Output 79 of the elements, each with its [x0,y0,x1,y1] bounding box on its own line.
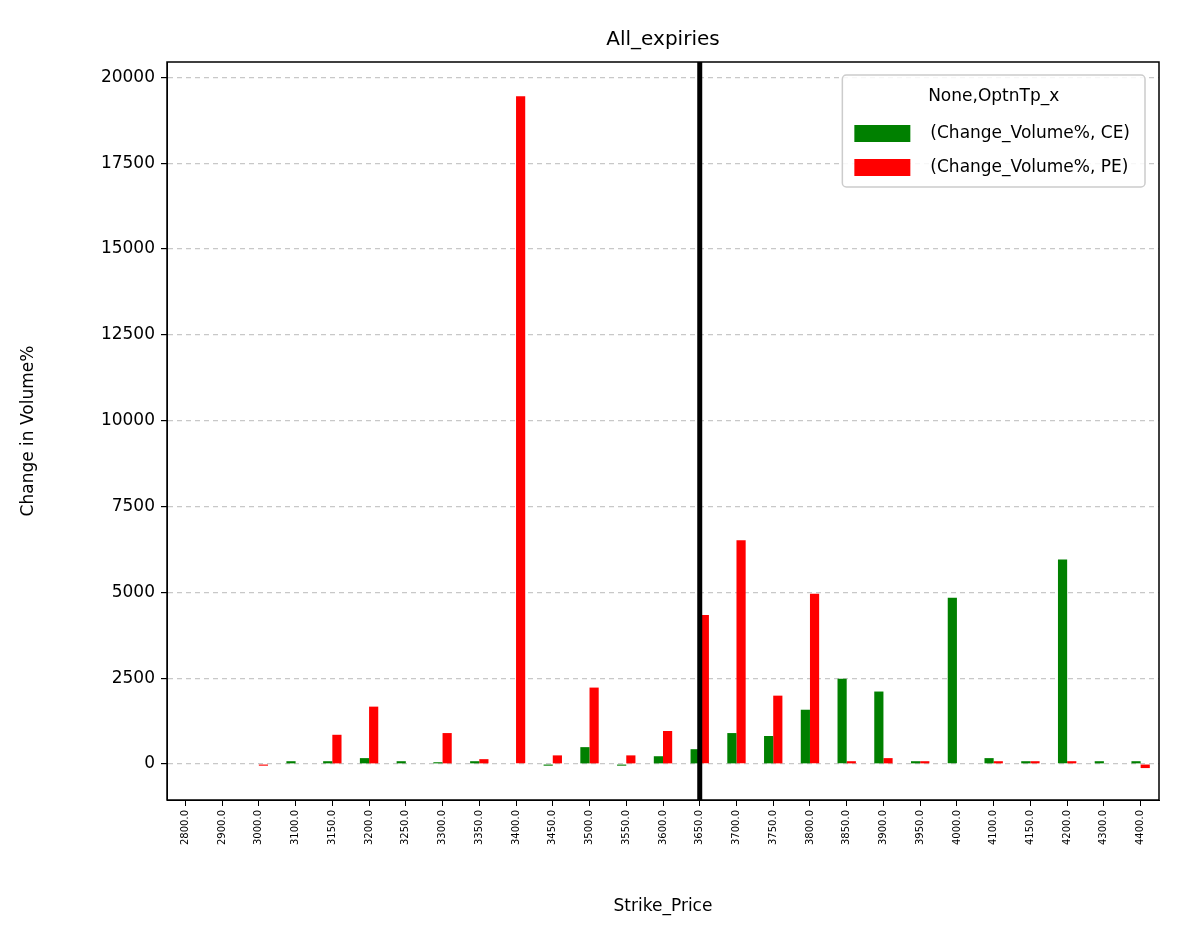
x-tick-label: 3900.0 [877,810,889,845]
bar [1131,761,1141,764]
bar [920,761,930,764]
bar [800,709,810,764]
x-tick-label: 3550.0 [619,810,631,845]
x-tick-label: 3000.0 [252,810,264,845]
x-tick-label: 4200.0 [1060,810,1072,845]
bar [653,756,663,764]
y-tick-label: 17500 [100,151,155,172]
x-tick-label: 2800.0 [178,810,190,845]
bar [626,755,636,764]
x-tick-label: 3650.0 [693,810,705,845]
bar [369,706,379,764]
x-tick-label: 3400.0 [509,810,521,845]
bar [516,96,526,764]
y-tick-label: 20000 [100,65,155,86]
bar [883,758,893,764]
x-tick-label: 3100.0 [289,810,301,845]
bar [323,761,333,764]
bar [764,735,774,764]
x-tick-label: 4400.0 [1134,810,1146,845]
x-tick-label: 3500.0 [583,810,595,845]
bar [1021,761,1031,764]
bar [727,733,737,764]
y-tick-label: 10000 [100,409,155,430]
bar [947,597,957,764]
y-axis-title: Change in Volume% [16,345,37,517]
x-tick-label: 3250.0 [399,810,411,845]
bar [396,761,406,764]
y-tick-label: 2500 [111,666,155,687]
bar [911,761,921,764]
x-axis-title: Strike_Price [613,895,713,917]
bar [442,733,452,764]
x-tick-label: 3450.0 [546,810,558,845]
bar [1057,559,1068,764]
chart-title: All_expiries [606,26,720,50]
bar [874,691,884,764]
y-tick-label: 5000 [111,580,155,601]
bar [846,761,856,764]
bar [1094,761,1104,764]
bar [736,540,746,764]
x-tick-label: 4300.0 [1097,810,1109,845]
bar [580,747,590,764]
bar [552,755,562,764]
x-tick-label: 3600.0 [656,810,668,845]
x-tick-label: 4100.0 [987,810,999,845]
bar [1030,761,1040,764]
y-tick-label: 12500 [100,323,155,344]
bar [479,759,489,764]
x-tick-label: 3850.0 [840,810,852,845]
bar [773,695,783,764]
bar [1067,761,1077,764]
x-tick-label: 3750.0 [766,810,778,845]
legend-label: (Change_Volume%, CE) [930,122,1131,144]
bar [993,761,1003,764]
x-tick-label: 3350.0 [472,810,484,845]
x-tick-label: 3150.0 [325,810,337,845]
bar [359,758,370,764]
bar [809,593,820,764]
y-tick-label: 15000 [100,237,155,258]
x-tick-label: 4150.0 [1024,810,1035,845]
y-tick-label: 7500 [111,494,155,515]
y-tick-label: 0 [144,752,155,773]
bar [470,761,480,764]
legend-label: (Change_Volume%, PE) [930,156,1129,178]
x-tick-label: 3700.0 [730,810,742,845]
bar [984,758,994,764]
x-tick-label: 3800.0 [803,810,815,845]
legend-title: None,OptnTp_x [928,85,1060,107]
bar [332,734,342,764]
x-tick-label: 3300.0 [436,810,448,845]
x-tick-label: 4000.0 [950,810,962,845]
bar [663,731,673,764]
bar [286,761,296,764]
x-tick-label: 2900.0 [215,810,227,845]
bar [589,687,599,764]
x-tick-label: 3200.0 [362,810,374,845]
bar [837,678,847,764]
x-tick-label: 3950.0 [913,810,925,845]
